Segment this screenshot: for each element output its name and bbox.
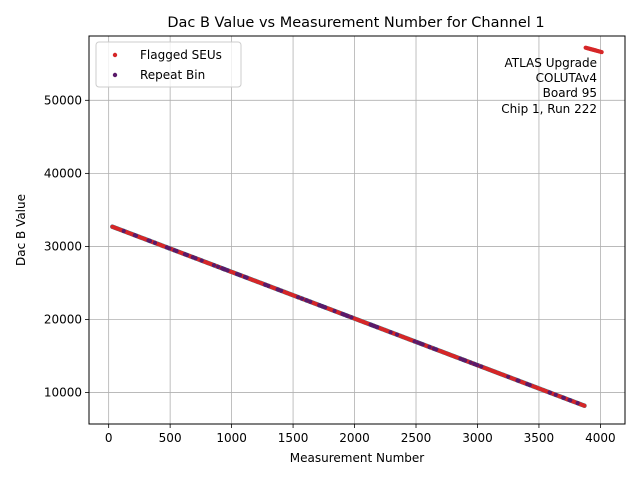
x-axis-label: Measurement Number xyxy=(290,451,424,465)
repeat-bin-point xyxy=(412,339,417,344)
plot-frame xyxy=(88,35,626,425)
repeat-bin-point xyxy=(394,332,400,337)
legend-label-flagged-seus: Flagged SEUs xyxy=(140,48,222,62)
y-axis-label: Dac B Value xyxy=(14,194,28,266)
repeat-bin-point xyxy=(199,258,204,263)
repeat-bin-point xyxy=(458,356,463,361)
y-tick-label: 20000 xyxy=(44,313,82,327)
repeat-bin-point xyxy=(368,322,373,327)
flagged-seus-point xyxy=(582,403,587,408)
repeat-bin-point xyxy=(567,397,572,403)
run-info-annotation: ATLAS Upgrade COLUTAv4 Board 95 Chip 1, … xyxy=(501,56,597,116)
repeat-bin-point xyxy=(167,246,172,251)
annotation-line-2: COLUTAv4 xyxy=(536,71,597,85)
y-tick-label: 40000 xyxy=(44,166,82,180)
repeat-bin-point xyxy=(340,311,345,317)
annotation-line-4: Chip 1, Run 222 xyxy=(501,102,597,116)
legend-marker-repeat-bin xyxy=(112,72,118,78)
repeat-bin-point xyxy=(190,255,195,260)
repeat-bin-point xyxy=(372,323,377,329)
repeat-bin-point xyxy=(317,303,322,308)
repeat-bin-point xyxy=(561,395,566,401)
repeat-bin-point xyxy=(323,305,328,310)
y-tick-label: 10000 xyxy=(44,386,82,400)
repeat-bin-point xyxy=(527,382,532,388)
legend-label-repeat-bin: Repeat Bin xyxy=(140,68,205,82)
repeat-bin-point xyxy=(463,358,468,363)
repeat-bin-point xyxy=(388,330,393,335)
repeat-bin-point xyxy=(332,308,337,314)
series-points xyxy=(110,45,604,408)
x-tick-label: 3500 xyxy=(524,431,555,445)
flagged-seus-point xyxy=(599,49,604,55)
repeat-bin-point xyxy=(547,390,553,395)
annotation-line-1: ATLAS Upgrade xyxy=(504,56,597,70)
repeat-bin-point xyxy=(236,272,241,277)
repeat-bin-point xyxy=(296,295,301,300)
x-tick-label: 4000 xyxy=(585,431,616,445)
repeat-bin-point xyxy=(516,378,521,383)
x-tick-label: 1000 xyxy=(216,431,247,445)
grid-lines xyxy=(89,36,625,424)
repeat-bin-point xyxy=(479,364,484,369)
y-tick-label: 30000 xyxy=(44,239,82,253)
repeat-bin-point xyxy=(308,299,313,304)
chart-title: Dac B Value vs Measurement Number for Ch… xyxy=(167,15,544,31)
repeat-bin-point xyxy=(279,288,284,293)
repeat-bin-point xyxy=(211,263,217,268)
repeat-bin-point xyxy=(147,238,153,244)
legend-marker-flagged-seus xyxy=(112,52,118,58)
repeat-bin-point xyxy=(172,248,177,253)
repeat-bin-point xyxy=(242,274,248,280)
repeat-bin-point xyxy=(427,344,432,350)
repeat-bin-point xyxy=(434,347,439,352)
repeat-bin-point xyxy=(506,374,511,379)
legend-box xyxy=(95,41,242,88)
repeat-bin-point xyxy=(132,233,137,238)
repeat-bin-point xyxy=(121,228,126,234)
x-tick-label: 2500 xyxy=(401,431,432,445)
x-axis-ticks: 0 500 1000 1500 2000 2500 3000 3500 4000 xyxy=(105,424,616,445)
repeat-bin-point xyxy=(472,361,477,367)
x-tick-label: 500 xyxy=(159,431,182,445)
y-axis-ticks: 10000 20000 30000 40000 50000 xyxy=(44,93,89,400)
repeat-bin-point xyxy=(349,315,354,320)
legend: Flagged SEUs Repeat Bin xyxy=(95,41,242,88)
repeat-bin-point xyxy=(222,266,227,272)
repeat-bin-point xyxy=(575,401,580,406)
repeat-bin-point xyxy=(344,313,349,318)
repeat-bin-point xyxy=(299,296,305,301)
repeat-bin-point xyxy=(215,264,221,269)
repeat-bin-point xyxy=(263,282,268,287)
x-tick-label: 2000 xyxy=(339,431,370,445)
repeat-bin-point xyxy=(275,287,280,292)
x-tick-label: 0 xyxy=(105,431,113,445)
x-tick-label: 3000 xyxy=(462,431,493,445)
repeat-bin-point xyxy=(553,392,558,397)
y-tick-label: 50000 xyxy=(44,93,82,107)
repeat-bin-point xyxy=(468,360,473,365)
repeat-bin-point xyxy=(304,298,310,303)
x-tick-label: 1500 xyxy=(278,431,309,445)
repeat-bin-point xyxy=(152,240,158,245)
repeat-bin-point xyxy=(182,252,187,257)
annotation-line-3: Board 95 xyxy=(543,86,597,100)
